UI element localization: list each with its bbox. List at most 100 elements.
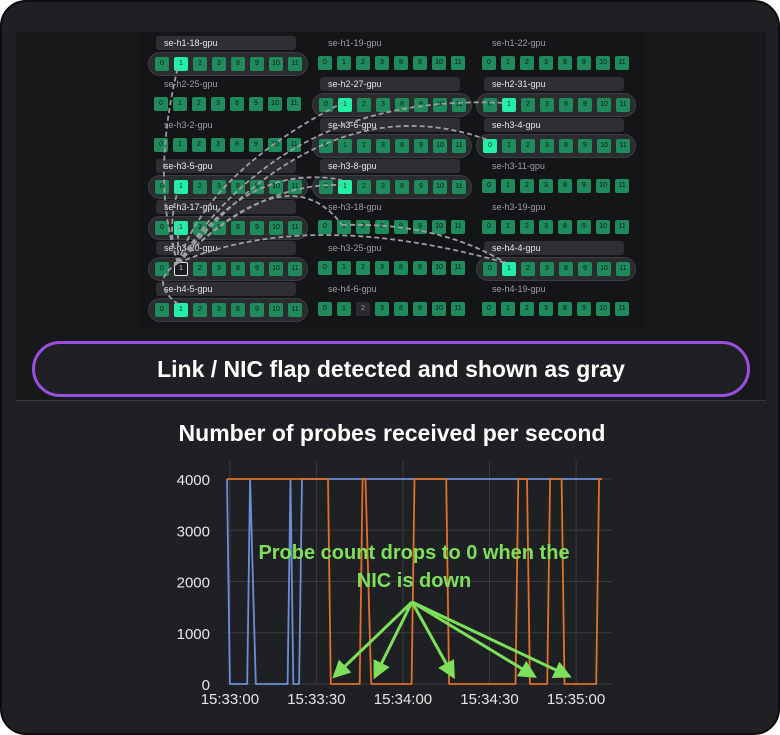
nic-port[interactable]: 2 — [193, 57, 207, 71]
nic-port[interactable]: 0 — [482, 302, 496, 316]
nic-port[interactable]: 2 — [521, 98, 535, 112]
nic-port[interactable]: 1 — [502, 262, 516, 276]
nic-port[interactable]: 11 — [288, 180, 302, 194]
nic-port[interactable]: 3 — [376, 180, 390, 194]
nic-port[interactable]: 0 — [482, 220, 496, 234]
nic-port[interactable]: 9 — [577, 220, 591, 234]
nic-port[interactable]: 9 — [414, 98, 428, 112]
nic-port[interactable]: 9 — [413, 220, 427, 234]
nic-port[interactable]: 9 — [578, 98, 592, 112]
nic-port[interactable]: 9 — [413, 56, 427, 70]
nic-port[interactable]: 3 — [375, 302, 389, 316]
nic-port[interactable]: 2 — [520, 179, 534, 193]
nic-port[interactable]: 2 — [520, 56, 534, 70]
nic-port[interactable]: 11 — [451, 220, 465, 234]
nic-port[interactable]: 8 — [395, 98, 409, 112]
nic-port[interactable]: 3 — [212, 262, 226, 276]
nic-port[interactable]: 0 — [155, 57, 169, 71]
nic-port[interactable]: 2 — [357, 98, 371, 112]
nic-port[interactable]: 8 — [394, 302, 408, 316]
nic-port[interactable]: 11 — [615, 220, 629, 234]
nic-port[interactable]: 0 — [155, 180, 169, 194]
nic-port[interactable]: 9 — [577, 302, 591, 316]
nic-port[interactable]: 10 — [432, 56, 446, 70]
nic-port[interactable]: 8 — [231, 303, 245, 317]
nic-port[interactable]: 9 — [249, 138, 263, 152]
nic-port[interactable]: 0 — [319, 180, 333, 194]
nic-port[interactable]: 1 — [174, 180, 188, 194]
nic-port[interactable]: 1 — [501, 220, 515, 234]
nic-port[interactable]: 11 — [288, 221, 302, 235]
nic-port[interactable]: 1 — [174, 262, 188, 276]
nic-port[interactable]: 10 — [597, 139, 611, 153]
nic-port[interactable]: 11 — [615, 56, 629, 70]
nic-port[interactable]: 9 — [250, 180, 264, 194]
nic-port[interactable]: 8 — [230, 97, 244, 111]
nic-port[interactable]: 9 — [413, 261, 427, 275]
nic-port[interactable]: 1 — [337, 302, 351, 316]
nic-port[interactable]: 11 — [451, 302, 465, 316]
nic-port[interactable]: 8 — [559, 98, 573, 112]
nic-port[interactable]: 0 — [318, 261, 332, 275]
nic-port[interactable]: 8 — [394, 56, 408, 70]
nic-port[interactable]: 2 — [356, 220, 370, 234]
nic-port[interactable]: 1 — [502, 98, 516, 112]
nic-port[interactable]: 9 — [578, 262, 592, 276]
nic-port[interactable]: 0 — [318, 302, 332, 316]
nic-port[interactable]: 2 — [357, 180, 371, 194]
nic-port[interactable]: 10 — [432, 302, 446, 316]
nic-port[interactable]: 1 — [502, 139, 516, 153]
nic-port[interactable]: 2 — [193, 180, 207, 194]
nic-port[interactable]: 8 — [394, 220, 408, 234]
nic-port[interactable]: 10 — [433, 139, 447, 153]
nic-port[interactable]: 9 — [250, 221, 264, 235]
nic-port-down[interactable]: 2 — [356, 302, 370, 316]
nic-port[interactable]: 3 — [539, 302, 553, 316]
nic-port[interactable]: 2 — [520, 220, 534, 234]
nic-port[interactable]: 10 — [433, 98, 447, 112]
nic-port[interactable]: 10 — [596, 179, 610, 193]
nic-port[interactable]: 1 — [337, 220, 351, 234]
nic-port[interactable]: 10 — [596, 302, 610, 316]
nic-port[interactable]: 9 — [413, 302, 427, 316]
nic-port[interactable]: 2 — [520, 302, 534, 316]
nic-port[interactable]: 9 — [250, 57, 264, 71]
nic-port[interactable]: 9 — [250, 262, 264, 276]
nic-port[interactable]: 1 — [337, 56, 351, 70]
nic-port[interactable]: 3 — [539, 56, 553, 70]
nic-port[interactable]: 10 — [269, 180, 283, 194]
nic-port[interactable]: 10 — [596, 220, 610, 234]
nic-port[interactable]: 2 — [521, 139, 535, 153]
nic-port[interactable]: 9 — [577, 179, 591, 193]
nic-port[interactable]: 11 — [616, 262, 630, 276]
nic-port[interactable]: 10 — [432, 220, 446, 234]
nic-port[interactable]: 3 — [376, 98, 390, 112]
nic-port[interactable]: 3 — [540, 262, 554, 276]
nic-port[interactable]: 1 — [174, 303, 188, 317]
nic-port[interactable]: 9 — [578, 139, 592, 153]
nic-port[interactable]: 1 — [501, 179, 515, 193]
nic-port[interactable]: 2 — [192, 138, 206, 152]
nic-port[interactable]: 9 — [414, 139, 428, 153]
nic-port[interactable]: 1 — [501, 56, 515, 70]
nic-port[interactable]: 9 — [250, 303, 264, 317]
nic-port[interactable]: 1 — [174, 221, 188, 235]
nic-port[interactable]: 0 — [483, 139, 497, 153]
nic-port[interactable]: 9 — [249, 97, 263, 111]
nic-port[interactable]: 1 — [174, 57, 188, 71]
nic-port[interactable]: 10 — [433, 180, 447, 194]
nic-port[interactable]: 0 — [482, 179, 496, 193]
nic-port[interactable]: 2 — [356, 261, 370, 275]
nic-port[interactable]: 11 — [452, 180, 466, 194]
nic-port[interactable]: 1 — [338, 180, 352, 194]
nic-port[interactable]: 0 — [319, 139, 333, 153]
nic-port[interactable]: 3 — [211, 97, 225, 111]
nic-port[interactable]: 1 — [337, 261, 351, 275]
nic-port[interactable]: 8 — [231, 262, 245, 276]
nic-port[interactable]: 8 — [395, 139, 409, 153]
nic-port[interactable]: 10 — [432, 261, 446, 275]
nic-port[interactable]: 8 — [395, 180, 409, 194]
nic-port[interactable]: 11 — [452, 98, 466, 112]
nic-port[interactable]: 3 — [376, 139, 390, 153]
nic-port[interactable]: 8 — [558, 179, 572, 193]
